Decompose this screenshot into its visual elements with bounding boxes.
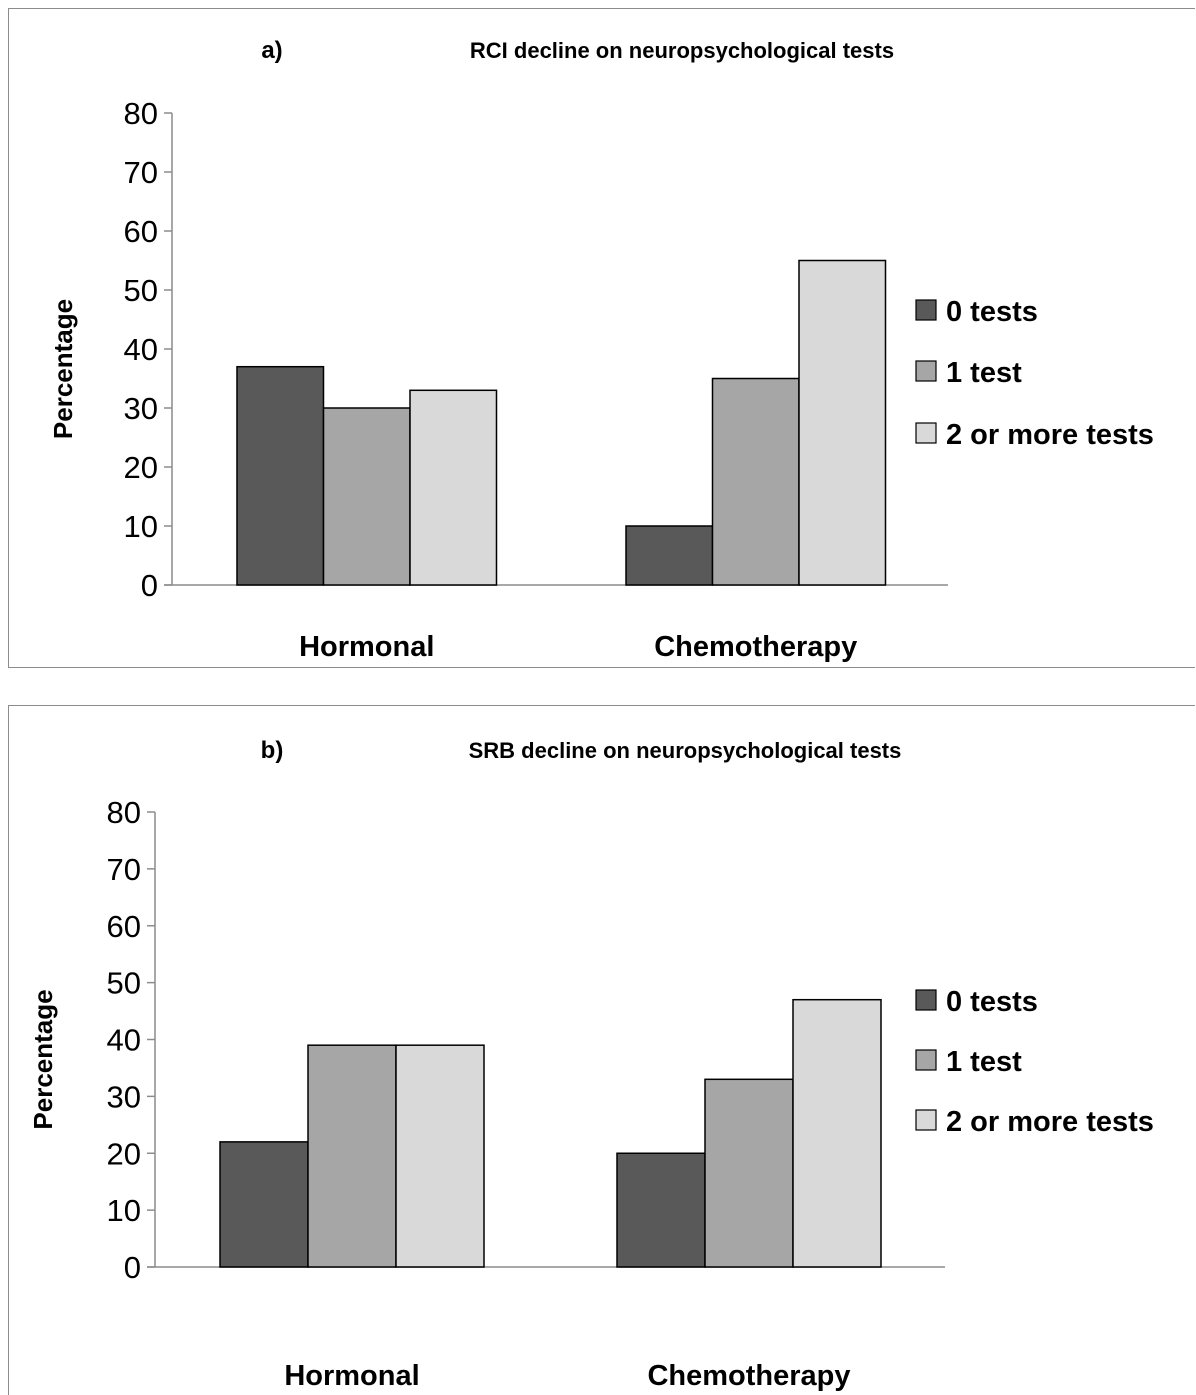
- bar-zero-tests-chemotherapy: [625, 525, 714, 586]
- legend-label: 2 or more tests: [946, 1106, 1154, 1138]
- y-axis-label: Percentage: [48, 299, 78, 439]
- bar-zero-tests-hormonal: [236, 365, 325, 586]
- y-tick-label: 70: [124, 155, 158, 190]
- y-tick-label: 40: [124, 332, 158, 367]
- legend-label: 0 tests: [946, 986, 1038, 1018]
- legend: 0 tests 1 test 2 or more tests: [915, 296, 1154, 451]
- x-category-label: Hormonal: [284, 1360, 419, 1392]
- chart-panel-b: [8, 705, 1195, 1395]
- legend-label: 1 test: [946, 1046, 1022, 1078]
- chart-panel-a: [8, 8, 1195, 668]
- x-category-label: Chemotherapy: [654, 631, 857, 663]
- legend-swatch: [915, 299, 937, 321]
- y-tick-label: 0: [124, 1250, 141, 1285]
- chart-a: a) RCI decline on neuropsychological test…: [48, 37, 1154, 663]
- bar-one-test-chemotherapy: [704, 1078, 794, 1268]
- y-tick-label: 50: [124, 273, 158, 308]
- chart-title: SRB decline on neuropsychological tests: [469, 738, 902, 763]
- y-tick-label: 70: [107, 852, 141, 887]
- y-tick-label: 30: [124, 391, 158, 426]
- y-tick-label: 80: [124, 96, 158, 131]
- legend-label: 2 or more tests: [946, 419, 1154, 451]
- panel-label: a): [261, 37, 282, 64]
- y-tick-label: 50: [107, 966, 141, 1001]
- legend-swatch: [915, 989, 937, 1011]
- bar-zero-tests-hormonal: [219, 1141, 309, 1268]
- y-tick-label: 10: [124, 509, 158, 544]
- y-tick-label: 60: [124, 214, 158, 249]
- y-tick-label: 0: [141, 568, 158, 603]
- y-axis-label: Percentage: [28, 989, 58, 1129]
- bar-one-test-hormonal: [307, 1044, 397, 1268]
- y-tick-label: 20: [124, 450, 158, 485]
- legend-swatch: [915, 422, 937, 444]
- chart-title: RCI decline on neuropsychological tests: [470, 38, 894, 63]
- bar-one-test-hormonal: [322, 407, 411, 586]
- legend-swatch: [915, 1109, 937, 1131]
- y-tick-label: 10: [107, 1193, 141, 1228]
- y-tick-label: 30: [107, 1079, 141, 1114]
- legend-label: 0 tests: [946, 296, 1038, 328]
- bar-two-or-more-tests-hormonal: [395, 1044, 485, 1268]
- x-category-label: Hormonal: [299, 631, 434, 663]
- x-category-label: Chemotherapy: [647, 1360, 850, 1392]
- bar-one-test-chemotherapy: [711, 377, 800, 586]
- y-tick-label: 80: [107, 795, 141, 830]
- y-tick-label: 40: [107, 1023, 141, 1058]
- bar-two-or-more-tests-chemotherapy: [798, 259, 887, 586]
- bar-two-or-more-tests-chemotherapy: [792, 998, 882, 1268]
- chart-b: b) SRB decline on neuropsychological test…: [28, 737, 1154, 1392]
- panel-label: b): [261, 737, 284, 764]
- y-tick-label: 60: [107, 909, 141, 944]
- legend-label: 1 test: [946, 357, 1022, 389]
- bar-two-or-more-tests-hormonal: [409, 389, 498, 586]
- legend-swatch: [915, 1049, 937, 1071]
- legend: 0 tests 1 test 2 or more tests: [915, 986, 1154, 1138]
- y-tick-label: 20: [107, 1136, 141, 1171]
- bar-zero-tests-chemotherapy: [616, 1152, 706, 1268]
- legend-swatch: [915, 360, 937, 382]
